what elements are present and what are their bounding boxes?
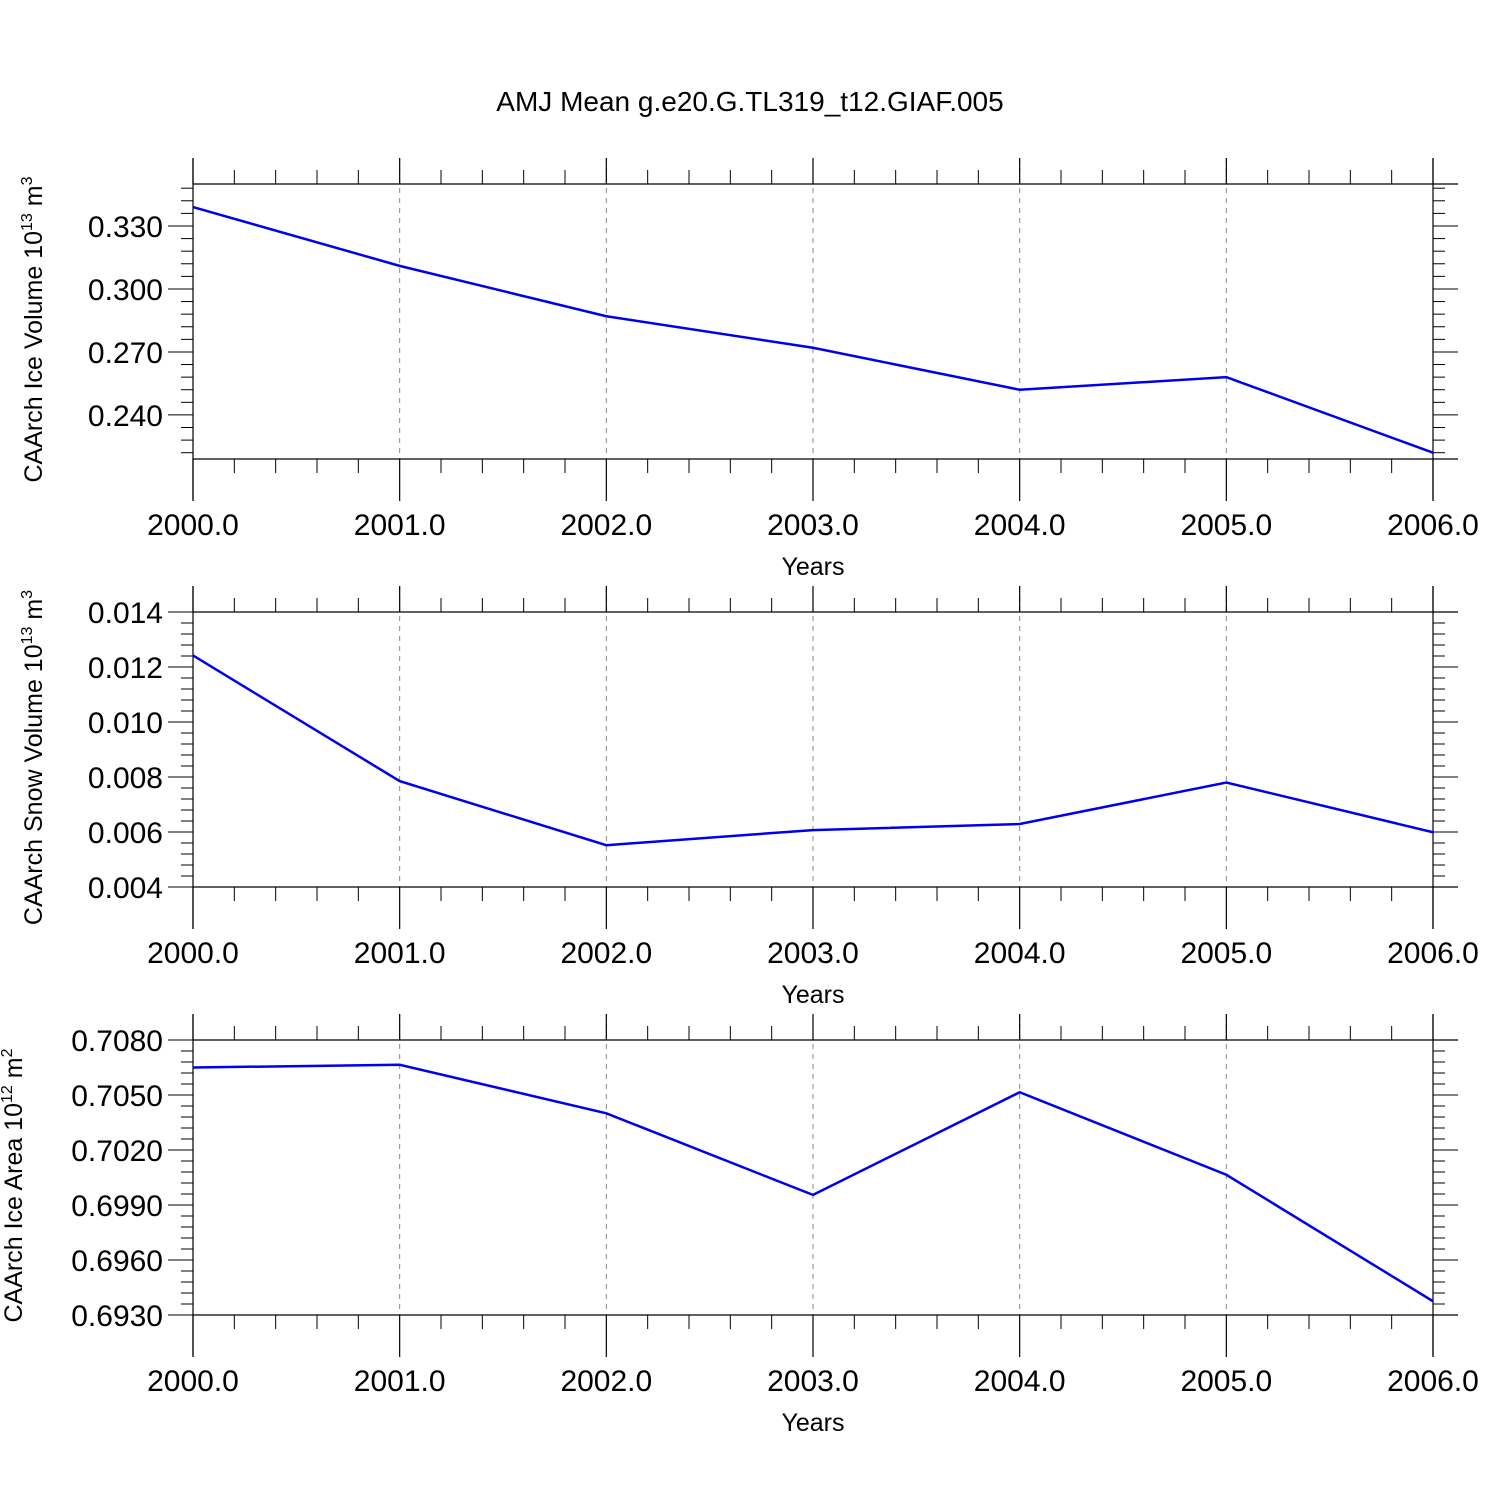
x-axis-title: Years bbox=[781, 553, 844, 581]
x-tick-label: 2005.0 bbox=[1180, 509, 1272, 542]
x-tick-label: 2003.0 bbox=[767, 937, 859, 970]
x-tick-label: 2005.0 bbox=[1180, 1365, 1272, 1398]
y-tick-label: 0.270 bbox=[88, 337, 163, 370]
x-tick-label: 2002.0 bbox=[560, 509, 652, 542]
x-tick-label: 2004.0 bbox=[974, 937, 1066, 970]
y-tick-label: 0.6930 bbox=[71, 1300, 163, 1333]
y-tick-label: 0.7080 bbox=[71, 1025, 163, 1058]
y-tick-label: 0.006 bbox=[88, 817, 163, 850]
x-tick-label: 2006.0 bbox=[1387, 509, 1479, 542]
x-axis-title: Years bbox=[781, 1409, 844, 1437]
x-tick-label: 2004.0 bbox=[974, 1365, 1066, 1398]
x-tick-label: 2001.0 bbox=[354, 1365, 446, 1398]
x-tick-label: 2006.0 bbox=[1387, 937, 1479, 970]
x-tick-label: 2005.0 bbox=[1180, 937, 1272, 970]
x-tick-label: 2000.0 bbox=[147, 937, 239, 970]
y-tick-label: 0.014 bbox=[88, 597, 163, 630]
x-tick-label: 2000.0 bbox=[147, 509, 239, 542]
chart-panel-2: 0.014 0.012 0.010 0.008 0.006 0.004 2000.0 2001… bbox=[19, 586, 1479, 1009]
x-tick-label: 2006.0 bbox=[1387, 1365, 1479, 1398]
x-axis-title: Years bbox=[781, 981, 844, 1009]
y-tick-label: 0.7050 bbox=[71, 1080, 163, 1113]
y-tick-label: 0.008 bbox=[88, 762, 163, 795]
x-tick-label: 2003.0 bbox=[767, 1365, 859, 1398]
y-axis-title: CAArch Snow Volume 1013 m3 bbox=[19, 590, 48, 925]
y-tick-label: 0.012 bbox=[88, 652, 163, 685]
y-tick-label: 0.7020 bbox=[71, 1135, 163, 1168]
y-tick-label: 0.010 bbox=[88, 707, 163, 740]
y-tick-label: 0.240 bbox=[88, 400, 163, 433]
y-axis-title: CAArch Ice Area 1012 m2 bbox=[0, 1048, 28, 1322]
y-axis-title: CAArch Ice Volume 1013 m3 bbox=[19, 176, 48, 482]
chart-panel-1: 0.330 0.300 0.270 0.240 2000.0 2001.0 2002.0 20… bbox=[19, 158, 1479, 581]
x-tick-label: 2001.0 bbox=[354, 509, 446, 542]
y-tick-label: 0.6960 bbox=[71, 1245, 163, 1278]
page-title: AMJ Mean g.e20.G.TL319_t12.GIAF.005 bbox=[496, 86, 1004, 117]
x-tick-label: 2001.0 bbox=[354, 937, 446, 970]
y-tick-label: 0.6990 bbox=[71, 1190, 163, 1223]
x-tick-label: 2003.0 bbox=[767, 509, 859, 542]
x-tick-label: 2002.0 bbox=[560, 937, 652, 970]
y-tick-label: 0.300 bbox=[88, 274, 163, 307]
x-tick-label: 2002.0 bbox=[560, 1365, 652, 1398]
y-tick-label: 0.330 bbox=[88, 211, 163, 244]
x-tick-label: 2004.0 bbox=[974, 509, 1066, 542]
x-tick-label: 2000.0 bbox=[147, 1365, 239, 1398]
y-tick-label: 0.004 bbox=[88, 872, 163, 905]
chart-panel-3: 0.7080 0.7050 0.7020 0.6990 0.6960 0.6930 2000… bbox=[0, 1014, 1479, 1437]
